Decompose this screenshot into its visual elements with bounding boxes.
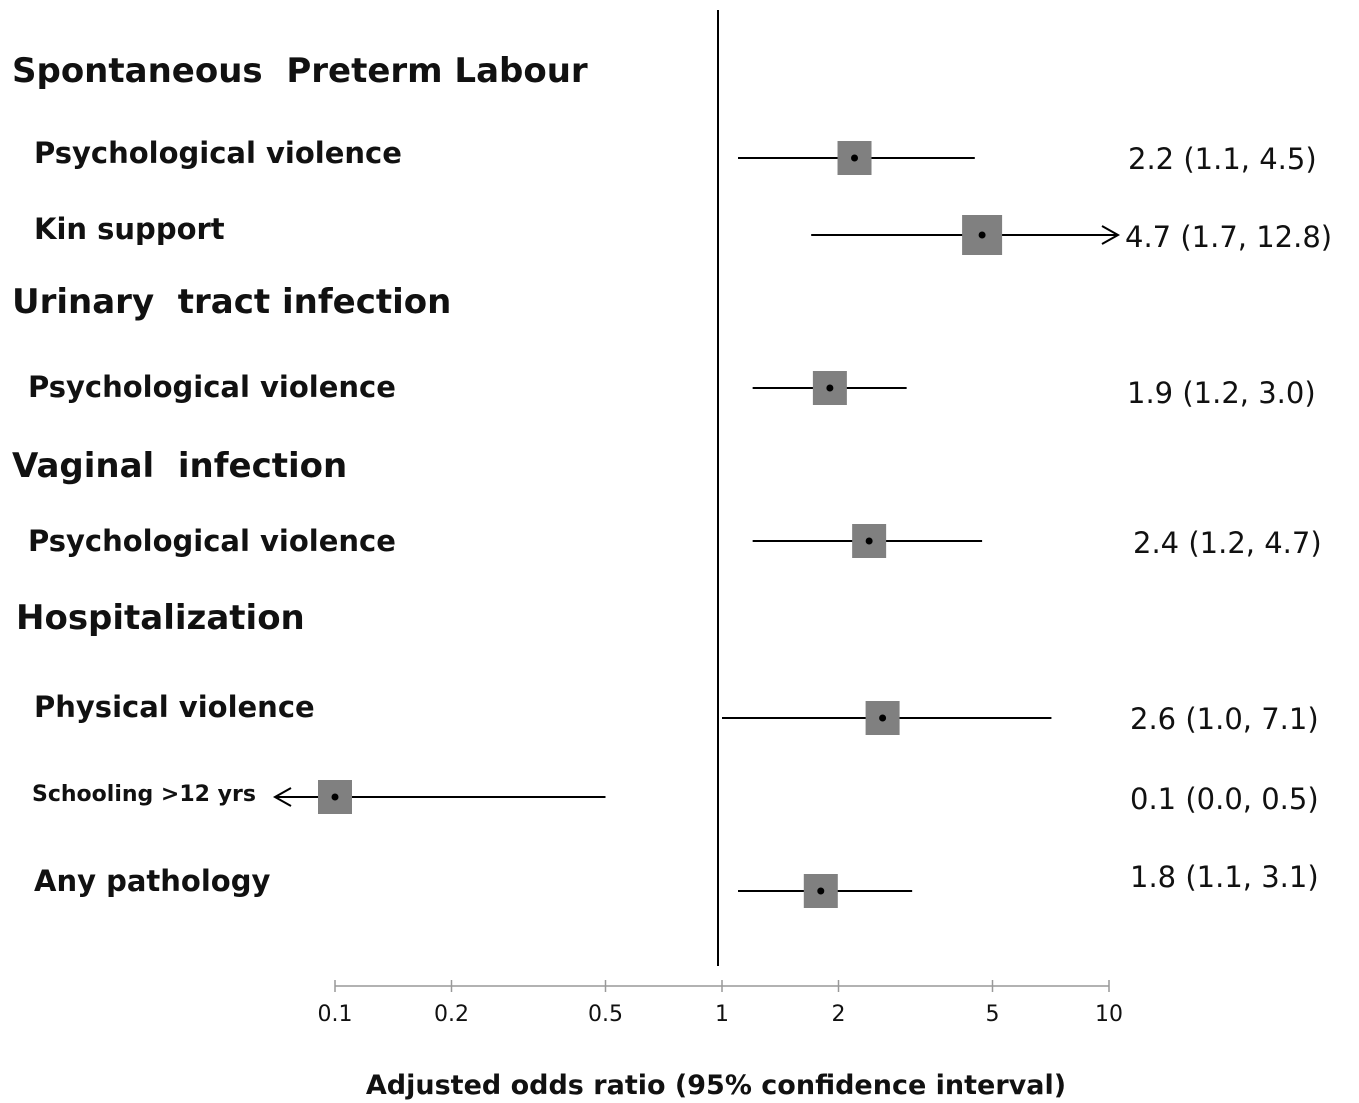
estimate-point-row-3 [826, 384, 834, 392]
estimate-text-row-1: 2.2 (1.1, 4.5) [1128, 142, 1317, 176]
row-label-psychological-violence-spl: Psychological violence [34, 136, 402, 170]
x-axis-label: Adjusted odds ratio (95% confidence inte… [366, 1070, 1066, 1101]
estimate-point-row-1 [851, 154, 859, 162]
estimate-point-row-5 [879, 714, 887, 722]
estimate-point-row-2 [978, 231, 986, 239]
group-label-vaginal-infection: Vaginal infection [12, 446, 347, 486]
ci-marks [272, 141, 1121, 908]
ci-arrow-left-row-6 [272, 787, 292, 807]
ci-arrow-right-row-2 [1101, 225, 1121, 245]
row-label-schooling: Schooling >12 yrs [32, 782, 256, 807]
estimate-text-row-2: 4.7 (1.7, 12.8) [1125, 220, 1332, 254]
row-label-psychological-violence-uti: Psychological violence [28, 370, 396, 404]
x-tick-label-7: 10 [1095, 1002, 1123, 1027]
estimate-point-row-4 [865, 537, 873, 545]
estimate-texts: 2.2 (1.1, 4.5) 4.7 (1.7, 12.8) 1.9 (1.2,… [1125, 142, 1332, 894]
estimate-point-row-6 [331, 793, 339, 801]
group-label-spontaneous-preterm-labour: Spontaneous Preterm Labour [12, 51, 588, 91]
ci-row-3 [752, 371, 907, 405]
row-label-psychological-violence-vaginal: Psychological violence [28, 524, 396, 558]
x-tick-label-4: 1 [715, 1002, 729, 1027]
x-tick-label-6: 5 [986, 1002, 1000, 1027]
estimate-text-row-4: 2.4 (1.2, 4.7) [1133, 526, 1322, 560]
estimate-text-row-5: 2.6 (1.0, 7.1) [1130, 702, 1319, 736]
row-labels: Psychological violence Kin support Psych… [28, 136, 402, 898]
ci-row-2 [811, 215, 1121, 255]
x-tick-label-2: 0.2 [434, 1002, 469, 1027]
ci-row-6 [272, 780, 606, 814]
estimate-text-row-6: 0.1 (0.0, 0.5) [1130, 782, 1319, 816]
estimate-text-row-7: 1.8 (1.1, 3.1) [1130, 860, 1319, 894]
row-label-physical-violence: Physical violence [34, 690, 315, 724]
ci-row-4 [752, 524, 983, 558]
group-headers: Spontaneous Preterm Labour Urinary tract… [12, 51, 588, 638]
x-axis-ticks: 0.1 0.2 0.5 1 2 5 10 [318, 980, 1123, 1027]
ci-row-5 [722, 701, 1052, 735]
row-label-any-pathology: Any pathology [34, 864, 270, 898]
group-label-hospitalization: Hospitalization [16, 598, 305, 638]
group-label-urinary-tract-infection: Urinary tract infection [12, 282, 451, 322]
x-tick-label-1: 0.1 [318, 1002, 353, 1027]
ci-row-1 [738, 141, 975, 175]
estimate-point-row-7 [817, 887, 825, 895]
x-tick-label-5: 2 [831, 1002, 845, 1027]
x-tick-label-3: 0.5 [588, 1002, 623, 1027]
row-label-kin-support: Kin support [34, 212, 225, 246]
ci-row-7 [738, 874, 913, 908]
estimate-text-row-3: 1.9 (1.2, 3.0) [1127, 376, 1316, 410]
